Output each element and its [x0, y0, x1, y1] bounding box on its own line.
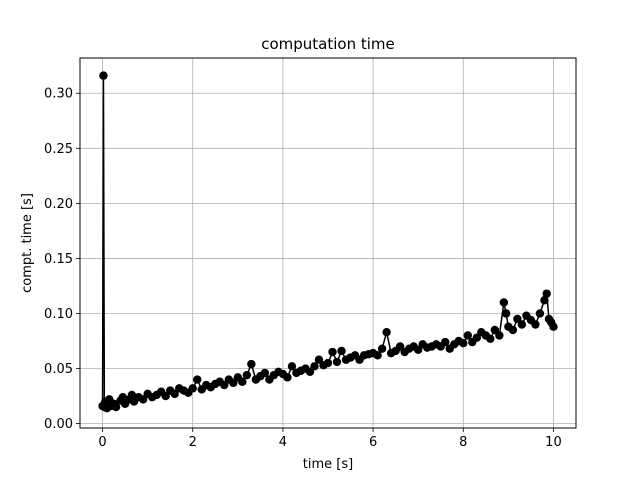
y-ticks: 0.00 0.05 0.10 0.15 0.20 0.25 0.30	[44, 87, 80, 432]
y-tick-label: 0.00	[44, 417, 73, 432]
x-tick-label: 2	[189, 435, 197, 450]
data-point	[328, 347, 337, 357]
data-point	[517, 320, 527, 329]
data-point	[495, 331, 504, 340]
data-point	[323, 358, 333, 368]
data-point	[463, 331, 472, 340]
data-point	[382, 327, 391, 337]
grid	[80, 58, 576, 428]
y-tick-label: 0.25	[44, 142, 73, 157]
data-point	[499, 298, 509, 307]
x-tick-label: 10	[545, 435, 562, 450]
data-point	[193, 375, 202, 384]
x-ticks: 0 2 4 6 8 10	[98, 428, 562, 450]
data-point	[508, 325, 518, 335]
series-layer	[98, 71, 558, 413]
data-point	[540, 296, 549, 305]
data-point	[260, 368, 270, 378]
data-point	[127, 390, 137, 400]
data-point	[118, 392, 128, 402]
data-point	[535, 309, 545, 318]
data-point	[337, 346, 346, 356]
data-point	[373, 351, 382, 360]
series-line	[101, 74, 555, 409]
data-point	[287, 362, 297, 371]
data-point	[441, 337, 450, 347]
data-point	[486, 334, 495, 344]
data-point	[542, 289, 551, 298]
y-tick-label: 0.15	[44, 252, 73, 267]
data-point	[501, 309, 511, 318]
x-tick-label: 6	[369, 435, 377, 450]
y-tick-label: 0.05	[44, 362, 73, 377]
x-tick-label: 4	[279, 435, 287, 450]
x-axis-label: time [s]	[303, 457, 353, 472]
data-point	[377, 344, 387, 353]
chart-title: computation time	[261, 35, 395, 53]
data-point	[283, 373, 292, 382]
data-point	[459, 339, 468, 348]
data-point	[238, 377, 247, 386]
data-point	[188, 384, 197, 393]
y-tick-label: 0.10	[44, 307, 73, 322]
data-point	[111, 402, 121, 412]
data-point	[247, 359, 256, 369]
data-point	[310, 362, 319, 371]
y-tick-label: 0.30	[44, 87, 73, 102]
data-point	[332, 357, 342, 367]
data-point	[531, 320, 540, 329]
y-axis-label: compt. time [s]	[20, 193, 35, 293]
x-tick-label: 0	[98, 435, 106, 450]
data-point	[549, 322, 558, 331]
y-tick-label: 0.20	[44, 197, 73, 212]
x-tick-label: 8	[459, 435, 467, 450]
data-point	[99, 71, 108, 80]
data-point	[242, 370, 252, 380]
plot-area-frame	[79, 57, 577, 429]
